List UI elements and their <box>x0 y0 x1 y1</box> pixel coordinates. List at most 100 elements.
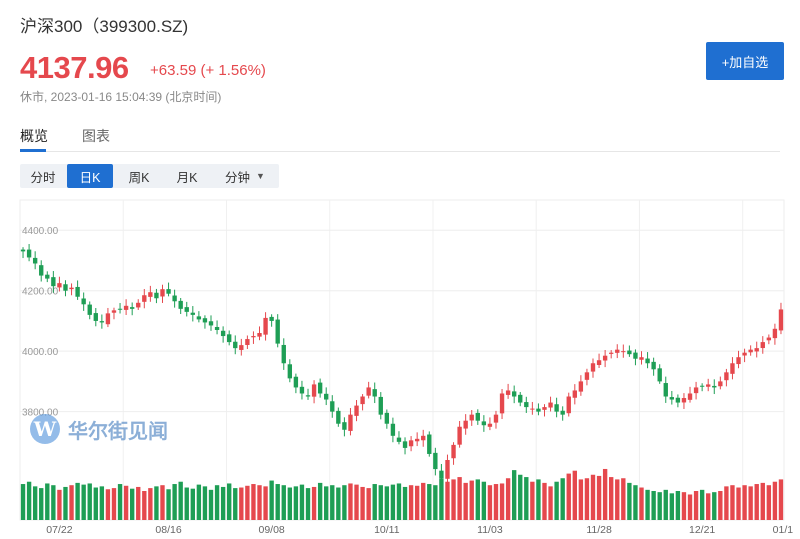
volume-bar <box>463 482 468 520</box>
volume-bar <box>778 479 784 520</box>
candle-body <box>505 390 511 395</box>
candle-body <box>299 386 305 394</box>
x-tick-label: 07/22 <box>46 524 72 536</box>
candle-body <box>366 387 371 396</box>
volume-bar <box>75 482 80 520</box>
candle-body <box>609 352 614 354</box>
candle-body <box>360 396 365 405</box>
period-intraday[interactable]: 分时 <box>20 164 66 188</box>
x-tick-label: 01/1 <box>773 524 794 536</box>
candle-body <box>202 318 208 323</box>
volume-bar <box>20 484 26 520</box>
candle-body <box>554 404 559 412</box>
volume-bar <box>111 488 117 520</box>
candle-body <box>615 349 620 353</box>
candle-body <box>160 289 165 297</box>
candle-body <box>105 313 111 325</box>
candle-body <box>536 408 541 412</box>
candle-body <box>730 363 735 374</box>
volume-bar <box>724 486 729 520</box>
candle-body <box>142 295 147 302</box>
candle-body <box>384 412 390 424</box>
candle-body <box>772 328 778 339</box>
volume-bar <box>615 479 620 520</box>
candle-body <box>590 363 596 372</box>
candle-body <box>402 441 408 448</box>
period-minute[interactable]: 分钟 ▼ <box>212 164 278 188</box>
candle-body <box>324 393 329 400</box>
volume-bar <box>148 488 153 520</box>
volume-bar <box>208 489 214 520</box>
candle-body <box>81 298 86 305</box>
volume-bar <box>39 488 44 520</box>
candle-body <box>178 300 183 309</box>
volume-bar <box>317 482 323 520</box>
candle-body <box>354 405 359 416</box>
volume-bar <box>172 484 177 520</box>
candle-body <box>51 277 56 287</box>
period-weekly-label: 周K <box>128 170 150 185</box>
candle-body <box>578 381 584 392</box>
candle-body <box>408 440 414 447</box>
volume-bar <box>475 479 480 520</box>
volume-bar <box>760 482 765 520</box>
candle-body <box>348 414 353 431</box>
volume-bar <box>651 491 656 520</box>
candle-body <box>281 344 286 364</box>
volume-bar <box>590 474 596 520</box>
volume-bar <box>390 484 396 520</box>
volume-bar <box>566 473 571 520</box>
add-to-watchlist-button[interactable]: +加自选 <box>706 42 784 80</box>
volume-bar <box>287 487 293 520</box>
candle-body <box>669 397 675 400</box>
volume-bar <box>293 486 299 520</box>
volume-bar <box>227 483 232 520</box>
current-price: 4137.96 <box>20 50 129 85</box>
volume-bar <box>493 484 499 520</box>
x-tick-label: 12/21 <box>689 524 715 536</box>
volume-bar <box>645 489 650 520</box>
period-weekly[interactable]: 周K <box>116 164 162 188</box>
period-daily[interactable]: 日K <box>67 164 113 188</box>
volume-bar <box>511 470 517 520</box>
candle-body <box>633 352 638 359</box>
volume-bar <box>433 485 438 520</box>
candle-body <box>530 408 535 410</box>
candle-body <box>311 384 317 397</box>
candle-body <box>687 393 693 400</box>
candle-body <box>778 309 784 331</box>
volume-bar <box>602 468 608 520</box>
volume-bar <box>299 484 305 520</box>
tab-overview[interactable]: 概览 <box>20 128 48 144</box>
candle-body <box>239 345 244 350</box>
candle-body <box>699 385 705 387</box>
period-daily-label: 日K <box>79 170 101 185</box>
volume-bar <box>45 483 50 520</box>
volume-bar <box>402 486 408 520</box>
volume-bar <box>657 492 662 520</box>
watermark-text: 华尔街见闻 <box>68 418 168 443</box>
candle-body <box>657 368 662 382</box>
tab-charts[interactable]: 图表 <box>82 128 110 144</box>
volume-bar <box>324 486 329 520</box>
candle-body <box>712 385 717 388</box>
volume-bar <box>269 480 274 520</box>
volume-bar <box>766 485 772 520</box>
volume-bar <box>639 487 644 520</box>
x-tick-label: 11/28 <box>586 524 612 536</box>
candle-body <box>184 307 189 312</box>
volume-bar <box>99 486 105 520</box>
period-monthly[interactable]: 月K <box>164 164 210 188</box>
candle-body <box>645 358 650 364</box>
candle-body <box>330 401 335 412</box>
volume-bar <box>451 479 456 520</box>
volume-bar <box>154 486 159 520</box>
candle-body <box>390 423 396 436</box>
candle-body <box>26 249 32 258</box>
candle-body <box>117 308 123 310</box>
volume-bar <box>712 492 717 520</box>
volume-bar <box>336 487 341 520</box>
volume-bar <box>530 481 535 520</box>
volume-bar <box>360 486 365 520</box>
